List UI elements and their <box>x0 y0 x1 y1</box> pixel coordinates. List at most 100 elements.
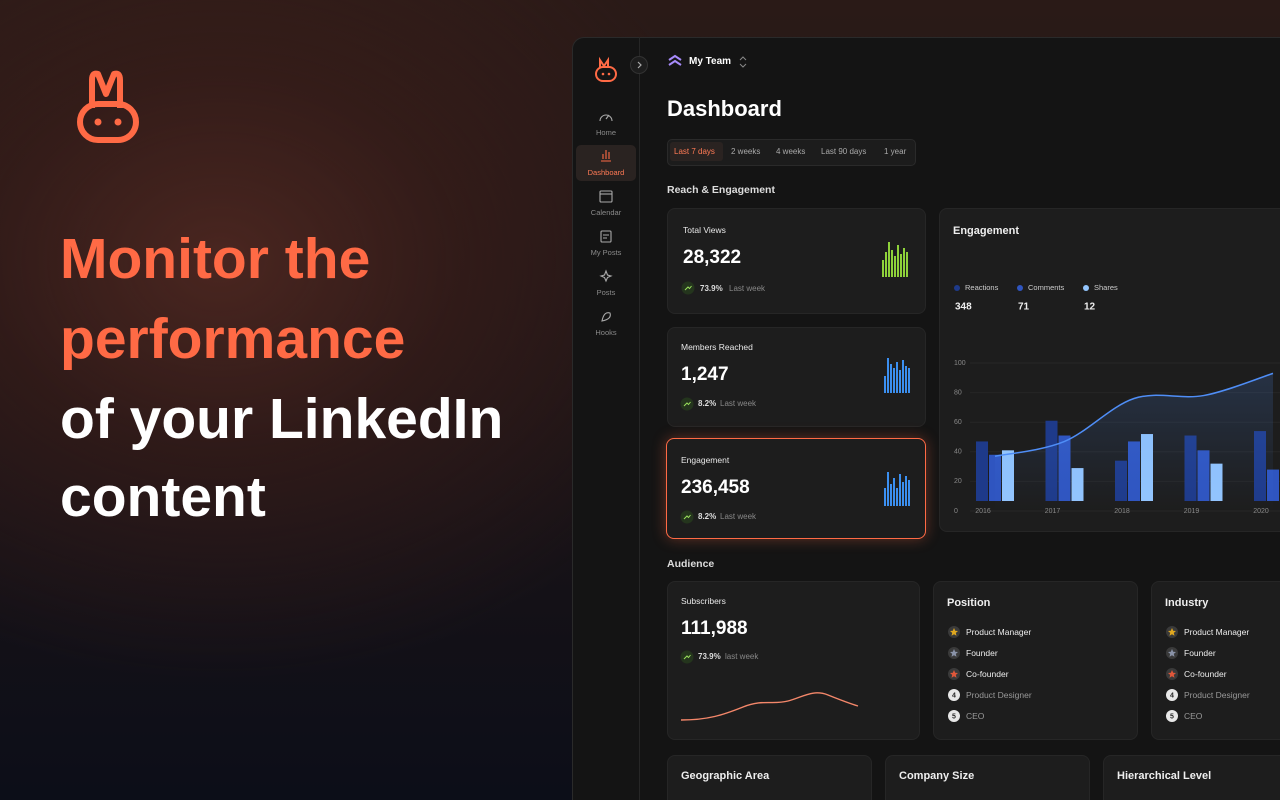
x-tick-label: 2020 <box>1253 508 1269 515</box>
headline: performance <box>60 307 406 371</box>
rank-icon: 4 <box>948 689 960 701</box>
list-item: Co-founder <box>966 669 1009 679</box>
stat-label: Engagement <box>681 455 730 465</box>
rank-icon: 5 <box>1166 710 1178 722</box>
list-item: CEO <box>1184 711 1203 721</box>
rank-badge <box>1166 710 1178 722</box>
card-title: Industry <box>1165 597 1209 609</box>
stat-change: 73.9% <box>698 652 721 661</box>
rank-icon: 4 <box>1166 689 1178 701</box>
collapse-button[interactable] <box>630 56 648 74</box>
team-icon <box>668 54 682 66</box>
list-item: Product Manager <box>966 627 1032 637</box>
change-icon <box>680 650 694 664</box>
legend-label: Shares <box>1094 283 1118 292</box>
star <box>950 649 958 657</box>
filter[interactable]: 2 weeks <box>731 147 761 156</box>
sparkline <box>680 692 859 721</box>
list-item: Co-founder <box>1184 669 1227 679</box>
legend-total: 348 <box>955 302 972 313</box>
chart-card: Engagement Reactions 348 Comments 71 Shares 1… <box>939 208 1280 532</box>
line-area <box>995 373 1273 511</box>
list-item: Founder <box>966 648 998 658</box>
stat-change: 73.9% <box>700 284 723 293</box>
bar <box>976 441 988 501</box>
rank-icon <box>1166 668 1178 680</box>
rank-icon: 5 <box>948 710 960 722</box>
y-tick-label: 40 <box>954 449 962 456</box>
sidebar-border <box>639 37 640 800</box>
audience-card <box>1103 755 1280 800</box>
position-card <box>933 581 1138 740</box>
rank-icon <box>1166 626 1178 638</box>
nav-item[interactable]: Hooks <box>595 328 617 337</box>
x-tick-label: 2018 <box>1114 508 1130 515</box>
y-tick-label: 100 <box>954 360 966 367</box>
stat-label: Total Views <box>683 225 726 235</box>
star <box>950 670 958 678</box>
rank-number: 4 <box>1170 692 1174 699</box>
chevron <box>739 56 747 68</box>
logo <box>77 70 139 143</box>
x-tick-label: 2017 <box>1045 508 1061 515</box>
subscribers-card <box>667 581 920 740</box>
list-item: CEO <box>966 711 985 721</box>
nav-item[interactable]: Home <box>595 128 616 137</box>
rank-number: 5 <box>1170 713 1174 720</box>
engagement-chart: Engagement Reactions 348 Comments 71 Shares 1… <box>953 225 1280 515</box>
legend-dot <box>1017 285 1023 291</box>
legend-dot <box>1083 285 1089 291</box>
rank-number: 4 <box>952 692 956 699</box>
y-tick-label: 80 <box>954 389 962 396</box>
rank-icon <box>1166 647 1178 659</box>
y-tick-label: 60 <box>954 419 962 426</box>
filter-active <box>670 142 723 161</box>
filter[interactable]: 4 weeks <box>776 147 806 156</box>
filter[interactable]: 1 year <box>884 147 907 156</box>
nav-icons <box>599 114 613 322</box>
legend-total: 12 <box>1084 302 1096 313</box>
chart-title: Engagement <box>953 225 1019 237</box>
section-title: Audience <box>667 558 715 570</box>
audience-card <box>885 755 1090 800</box>
team-selector[interactable]: My Team <box>689 56 732 67</box>
stat-card <box>667 327 926 427</box>
list-item: Product Designer <box>966 690 1032 700</box>
list-item: Founder <box>1184 648 1216 658</box>
nav-item[interactable]: My Posts <box>590 248 622 257</box>
card-title: Company Size <box>899 770 975 782</box>
app-logo[interactable] <box>594 56 618 84</box>
stat-label: Members Reached <box>681 342 753 352</box>
change-icons <box>680 281 695 524</box>
headline: of your LinkedIn <box>60 387 504 451</box>
list-item: Product Designer <box>1184 690 1250 700</box>
star <box>1168 628 1176 636</box>
stat-period: last week <box>725 652 759 661</box>
card-title: Hierarchical Level <box>1117 770 1212 782</box>
stat-value: 28,322 <box>683 247 742 268</box>
audience-card <box>667 755 872 800</box>
nav-item[interactable]: Dashboard <box>587 168 625 177</box>
stat-value: 1,247 <box>681 364 729 385</box>
line <box>994 372 1274 457</box>
nav-item[interactable]: Posts <box>596 288 616 297</box>
y-tick-label: 20 <box>954 478 962 485</box>
nav-item[interactable]: Calendar <box>590 208 622 217</box>
stat-value: 236,458 <box>681 477 750 498</box>
list-item: Product Manager <box>1184 627 1250 637</box>
card-title: Geographic Area <box>681 770 770 782</box>
stat-label: Subscribers <box>681 596 726 606</box>
y-tick-label: 0 <box>954 508 958 515</box>
star <box>1168 649 1176 657</box>
stat-change: 8.2% <box>698 512 717 521</box>
section-title: Reach & Engagement <box>667 184 775 196</box>
legend-total: 71 <box>1018 302 1030 313</box>
card-title: Position <box>947 597 991 609</box>
star <box>1168 670 1176 678</box>
stat-card <box>666 438 926 539</box>
legend-label: Comments <box>1028 283 1065 292</box>
filter[interactable]: Last 90 days <box>821 147 867 156</box>
filter[interactable]: Last 7 days <box>674 147 715 156</box>
rank-badge <box>948 689 960 701</box>
